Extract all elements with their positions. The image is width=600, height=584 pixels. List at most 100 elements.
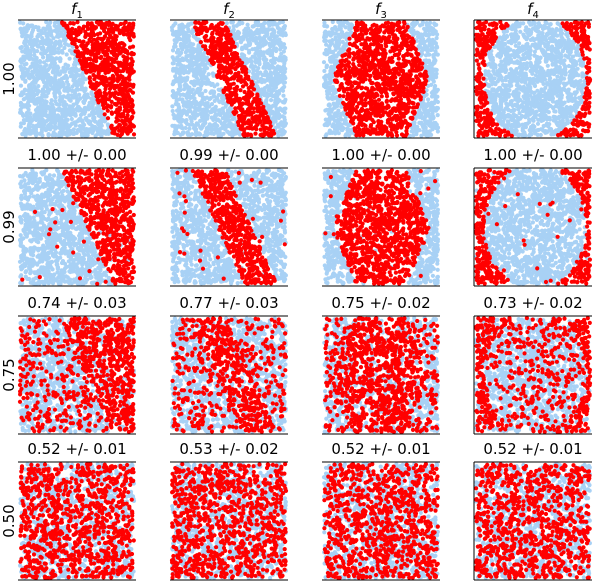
scatter-point <box>347 133 352 138</box>
scatter-point <box>90 51 95 56</box>
scatter-point <box>243 43 248 48</box>
scatter-point <box>205 77 210 83</box>
row-labels: 1.000.990.750.50 <box>0 62 18 537</box>
scatter-point <box>349 22 354 27</box>
scatter-point <box>338 23 343 28</box>
scatter-point <box>123 20 128 25</box>
scatter-point <box>170 48 176 53</box>
scatter-point <box>225 39 230 44</box>
scatter-point <box>217 38 223 43</box>
scatter-point <box>241 35 246 41</box>
scatter-point <box>28 120 33 126</box>
scatter-point <box>60 21 65 26</box>
scatter-point <box>76 87 81 92</box>
scatter-point <box>257 61 262 66</box>
scatter-point <box>230 40 236 45</box>
scatter-point <box>186 53 191 59</box>
scatter-point <box>423 121 428 126</box>
scatter-point <box>187 62 192 67</box>
scatter-point <box>409 26 415 31</box>
scatter-point <box>95 47 100 52</box>
scatter-point <box>56 46 61 51</box>
scatter-point <box>227 99 232 105</box>
scatter-point <box>255 92 260 97</box>
scatter-point <box>274 106 279 111</box>
scatter-point <box>57 130 62 135</box>
scatter-point <box>190 111 195 116</box>
scatter-point <box>118 28 123 33</box>
scatter-point <box>116 91 121 97</box>
scatter-point <box>44 103 49 109</box>
scatter-point <box>52 20 58 26</box>
scatter-point <box>435 113 440 118</box>
panel-score-r2-c2: 0.99 +/- 0.00 <box>179 146 278 164</box>
scatter-point <box>262 57 267 63</box>
scatter-point <box>282 99 287 104</box>
scatter-point <box>217 73 222 79</box>
scatter-point <box>419 121 424 126</box>
scatter-point <box>62 107 67 112</box>
scatter-point <box>429 82 434 87</box>
scatter-point <box>266 126 271 131</box>
scatter-point <box>83 109 88 114</box>
scatter-point <box>327 115 332 120</box>
scatter-point <box>50 60 55 65</box>
scatter-point <box>210 53 215 58</box>
scatter-point <box>43 113 48 118</box>
scatter-point <box>67 123 72 129</box>
scatter-point <box>34 133 39 138</box>
scatter-point <box>330 50 336 55</box>
scatter-point <box>23 47 28 52</box>
scatter-point <box>237 96 242 101</box>
scatter-point <box>114 84 119 89</box>
scatter-point <box>215 82 220 87</box>
scatter-point <box>39 129 44 135</box>
scatter-point <box>185 131 190 136</box>
scatter-point <box>21 113 26 118</box>
scatter-point <box>52 64 57 69</box>
scatter-point <box>99 21 104 26</box>
scatter-point <box>233 106 238 111</box>
scatter-point <box>57 98 62 103</box>
scatter-point <box>40 36 45 41</box>
scatter-point <box>267 85 272 90</box>
scatter-point <box>129 100 134 105</box>
scatter-point <box>279 87 284 92</box>
scatter-point <box>95 32 100 37</box>
scatter-point <box>62 114 67 119</box>
panel-score-r3-c1: 0.74 +/- 0.03 <box>27 294 126 312</box>
scatter-point <box>414 20 420 25</box>
scatter-point <box>435 52 440 57</box>
scatter-point <box>210 32 215 37</box>
scatter-point <box>108 40 113 45</box>
scatter-point <box>41 75 46 80</box>
scatter-point <box>39 108 44 113</box>
scatter-point <box>115 77 120 82</box>
scatter-point <box>36 105 41 110</box>
scatter-point <box>278 79 283 84</box>
scatter-point <box>122 119 127 124</box>
scatter-point <box>34 100 39 105</box>
scatter-point <box>174 58 179 63</box>
scatter-point <box>331 122 336 127</box>
scatter-point <box>78 127 83 132</box>
scatter-point <box>129 116 134 121</box>
scatter-point <box>35 71 40 76</box>
scatter-point <box>33 88 39 93</box>
scatter-point <box>204 33 209 39</box>
scatter-point <box>18 107 23 112</box>
scatter-point <box>387 113 392 118</box>
scatter-point <box>27 56 32 62</box>
scatter-point <box>259 91 264 97</box>
scatter-point <box>102 28 107 34</box>
scatter-point <box>18 26 23 31</box>
scatter-point <box>197 71 202 76</box>
scatter-point <box>56 107 61 112</box>
scatter-point <box>181 41 187 46</box>
scatter-point <box>64 42 69 47</box>
scatter-point <box>70 88 75 93</box>
scatter-point <box>203 38 208 43</box>
scatter-point <box>68 113 73 118</box>
scatter-point <box>121 80 126 85</box>
scatter-point <box>252 76 257 81</box>
